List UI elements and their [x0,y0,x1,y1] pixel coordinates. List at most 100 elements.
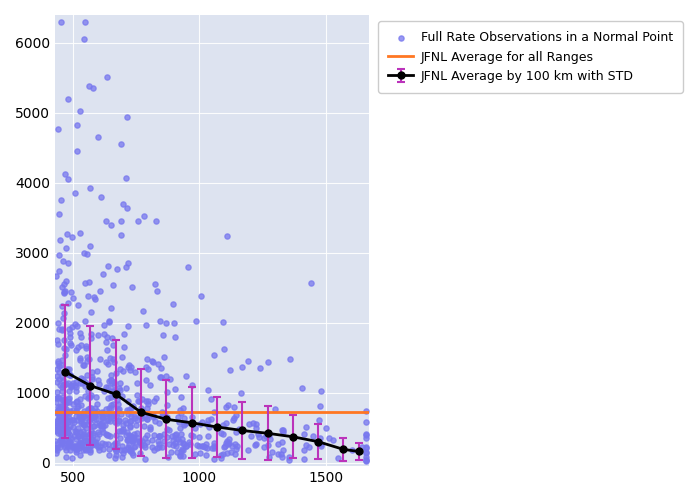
Full Rate Observations in a Normal Point [140,363,151,371]
Full Rate Observations in a Normal Point [315,440,326,448]
Full Rate Observations in a Normal Point [92,331,104,339]
Full Rate Observations in a Normal Point [88,84,99,92]
Full Rate Observations in a Normal Point [88,292,99,300]
Full Rate Observations in a Normal Point [154,318,165,326]
Full Rate Observations in a Normal Point [111,265,122,273]
Full Rate Observations in a Normal Point [58,310,69,318]
Full Rate Observations in a Normal Point [62,230,73,237]
Full Rate Observations in a Normal Point [57,436,68,444]
Full Rate Observations in a Normal Point [106,376,117,384]
Full Rate Observations in a Normal Point [235,388,246,396]
Full Rate Observations in a Normal Point [121,436,132,444]
Full Rate Observations in a Normal Point [139,442,150,450]
Full Rate Observations in a Normal Point [55,404,66,412]
Full Rate Observations in a Normal Point [82,438,93,446]
Full Rate Observations in a Normal Point [97,414,108,422]
Full Rate Observations in a Normal Point [98,386,109,394]
Full Rate Observations in a Normal Point [70,398,81,406]
Full Rate Observations in a Normal Point [52,429,64,437]
Full Rate Observations in a Normal Point [54,267,65,275]
Full Rate Observations in a Normal Point [129,414,140,422]
Full Rate Observations in a Normal Point [127,283,138,291]
Full Rate Observations in a Normal Point [273,450,284,458]
Full Rate Observations in a Normal Point [81,250,92,258]
Full Rate Observations in a Normal Point [121,428,132,436]
Full Rate Observations in a Normal Point [52,406,63,414]
Full Rate Observations in a Normal Point [208,444,219,452]
Full Rate Observations in a Normal Point [202,386,214,394]
Full Rate Observations in a Normal Point [85,184,96,192]
Full Rate Observations in a Normal Point [74,414,85,422]
Full Rate Observations in a Normal Point [54,412,65,420]
Full Rate Observations in a Normal Point [51,428,62,436]
Full Rate Observations in a Normal Point [251,440,262,448]
Full Rate Observations in a Normal Point [74,438,85,446]
Full Rate Observations in a Normal Point [167,300,178,308]
Full Rate Observations in a Normal Point [187,414,198,422]
Full Rate Observations in a Normal Point [125,404,136,412]
Full Rate Observations in a Normal Point [92,428,103,436]
Full Rate Observations in a Normal Point [137,414,148,422]
Full Rate Observations in a Normal Point [64,387,75,395]
Full Rate Observations in a Normal Point [99,440,111,448]
Full Rate Observations in a Normal Point [178,404,189,412]
Full Rate Observations in a Normal Point [83,392,94,400]
Full Rate Observations in a Normal Point [61,428,72,436]
Full Rate Observations in a Normal Point [59,406,70,413]
Full Rate Observations in a Normal Point [62,176,74,184]
Full Rate Observations in a Normal Point [78,250,90,258]
Full Rate Observations in a Normal Point [108,380,120,388]
Full Rate Observations in a Normal Point [79,18,90,26]
Full Rate Observations in a Normal Point [61,416,72,424]
Full Rate Observations in a Normal Point [85,242,96,250]
Full Rate Observations in a Normal Point [60,419,71,427]
Full Rate Observations in a Normal Point [71,416,83,424]
Full Rate Observations in a Normal Point [64,370,76,378]
Full Rate Observations in a Normal Point [104,404,115,412]
Full Rate Observations in a Normal Point [57,438,68,446]
Full Rate Observations in a Normal Point [123,406,134,414]
Full Rate Observations in a Normal Point [153,438,164,446]
Full Rate Observations in a Normal Point [243,446,254,454]
Full Rate Observations in a Normal Point [112,419,123,427]
Full Rate Observations in a Normal Point [155,373,167,381]
Full Rate Observations in a Normal Point [97,444,108,452]
Full Rate Observations in a Normal Point [59,396,70,404]
Full Rate Observations in a Normal Point [55,406,66,414]
Full Rate Observations in a Normal Point [79,412,90,420]
Full Rate Observations in a Normal Point [209,456,220,464]
Full Rate Observations in a Normal Point [86,413,97,421]
Full Rate Observations in a Normal Point [66,233,77,241]
Full Rate Observations in a Normal Point [92,407,103,415]
Full Rate Observations in a Normal Point [74,356,85,364]
Full Rate Observations in a Normal Point [70,346,81,354]
Full Rate Observations in a Normal Point [53,368,64,376]
Full Rate Observations in a Normal Point [101,406,112,413]
Full Rate Observations in a Normal Point [82,371,93,379]
Full Rate Observations in a Normal Point [57,326,68,334]
Full Rate Observations in a Normal Point [200,440,211,448]
Full Rate Observations in a Normal Point [66,416,77,424]
Full Rate Observations in a Normal Point [231,410,242,418]
Full Rate Observations in a Normal Point [125,422,136,430]
Full Rate Observations in a Normal Point [94,380,105,388]
Full Rate Observations in a Normal Point [105,393,116,401]
Full Rate Observations in a Normal Point [56,388,67,396]
Full Rate Observations in a Normal Point [170,385,181,393]
Full Rate Observations in a Normal Point [209,440,220,448]
Full Rate Observations in a Normal Point [82,292,93,300]
Full Rate Observations in a Normal Point [78,446,89,454]
Full Rate Observations in a Normal Point [140,434,151,442]
Full Rate Observations in a Normal Point [78,432,90,440]
Full Rate Observations in a Normal Point [69,418,80,426]
Full Rate Observations in a Normal Point [133,218,144,226]
Full Rate Observations in a Normal Point [64,431,76,439]
Full Rate Observations in a Normal Point [141,404,153,412]
Full Rate Observations in a Normal Point [122,406,133,413]
Full Rate Observations in a Normal Point [84,436,95,444]
Full Rate Observations in a Normal Point [97,414,108,422]
Full Rate Observations in a Normal Point [102,334,113,342]
Full Rate Observations in a Normal Point [65,446,76,454]
Full Rate Observations in a Normal Point [64,325,75,333]
Full Rate Observations in a Normal Point [90,393,101,401]
